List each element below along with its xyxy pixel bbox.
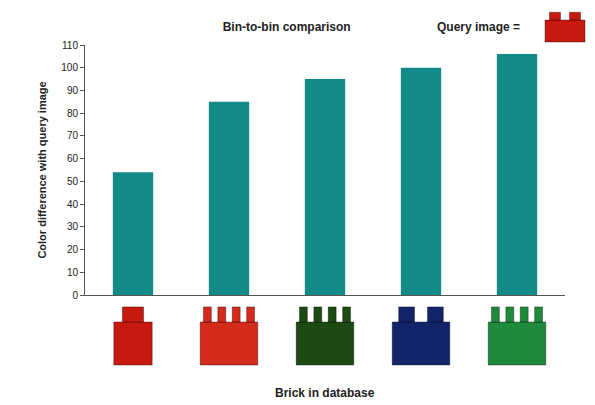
- svg-text:60: 60: [67, 153, 79, 164]
- svg-text:70: 70: [67, 130, 79, 141]
- svg-text:110: 110: [62, 40, 78, 51]
- svg-text:Bin-to-bin comparison: Bin-to-bin comparison: [223, 20, 351, 34]
- svg-text:20: 20: [67, 244, 79, 255]
- svg-text:30: 30: [67, 221, 79, 232]
- svg-text:40: 40: [67, 199, 79, 210]
- svg-text:0: 0: [72, 290, 78, 301]
- svg-text:Color difference with query im: Color difference with query image: [36, 81, 48, 258]
- svg-text:100: 100: [61, 62, 78, 73]
- svg-text:Brick in database: Brick in database: [275, 386, 375, 400]
- svg-text:90: 90: [67, 85, 79, 96]
- svg-text:80: 80: [67, 108, 79, 119]
- svg-text:Query image =: Query image =: [437, 20, 520, 34]
- svg-text:50: 50: [67, 176, 79, 187]
- svg-text:10: 10: [67, 267, 79, 278]
